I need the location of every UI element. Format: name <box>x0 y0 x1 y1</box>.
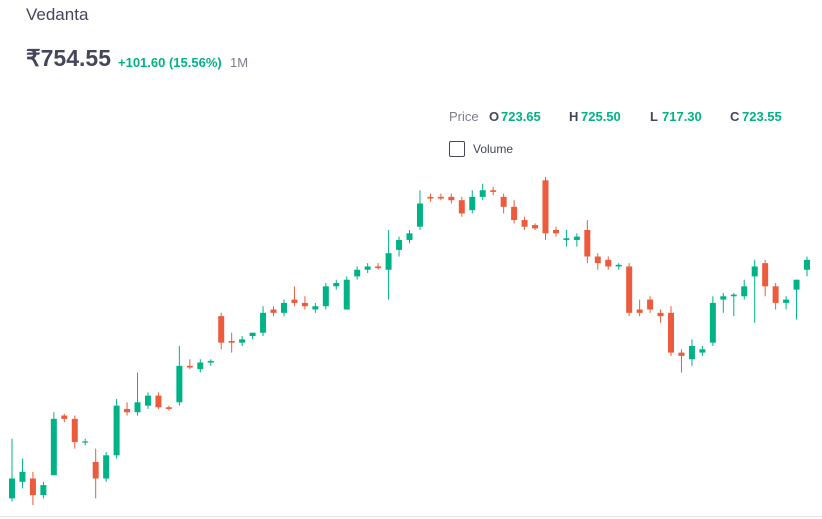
candle-body <box>40 485 47 496</box>
candle-body <box>71 418 78 443</box>
candle-body <box>312 306 319 310</box>
candle-body <box>668 312 675 353</box>
candle-body <box>103 455 110 479</box>
candle-body <box>228 341 235 343</box>
volume-label[interactable]: Volume <box>473 142 514 156</box>
candle-body <box>532 225 539 229</box>
candle-body <box>144 395 151 406</box>
legend-value: 723.65 <box>501 109 541 124</box>
candle-body <box>469 196 476 211</box>
candle-body <box>594 256 601 264</box>
price-change: +101.60 (15.56%) <box>118 55 222 70</box>
candle-body <box>186 365 193 368</box>
candle-body <box>176 365 183 403</box>
candle-body <box>396 239 403 250</box>
candle-body <box>19 471 26 482</box>
candle-body <box>511 206 518 221</box>
candle-body <box>354 269 361 277</box>
legend-key: H <box>569 109 579 124</box>
candle-body <box>134 402 141 413</box>
candle-body <box>61 415 68 419</box>
candle-body <box>793 279 800 290</box>
candle-body <box>804 259 810 270</box>
candle-body <box>605 259 612 267</box>
candle-body <box>490 190 497 192</box>
candle-body <box>458 200 465 214</box>
legend-key: O <box>489 109 500 124</box>
candle-body <box>249 332 256 337</box>
candle-body <box>657 312 664 317</box>
candle-body <box>762 263 769 287</box>
candle-body <box>291 299 298 303</box>
candle-body <box>521 220 528 227</box>
candle-body <box>9 478 15 499</box>
candle-body <box>322 286 329 307</box>
candle-body <box>364 266 371 270</box>
candle-body <box>479 190 486 197</box>
candle-body <box>741 286 748 297</box>
candle-body <box>573 236 580 240</box>
volume-checkbox[interactable] <box>449 141 465 157</box>
candle-body <box>280 302 287 313</box>
candle-body <box>730 294 737 297</box>
candle-body <box>239 339 246 343</box>
candle-body <box>197 362 204 370</box>
candle-body <box>688 345 695 360</box>
candle-body <box>375 266 382 269</box>
legend-value: 725.50 <box>581 109 621 124</box>
candle-body <box>448 196 455 201</box>
legend-label: Price <box>449 109 479 124</box>
candle-body <box>406 233 413 240</box>
candle-body <box>165 407 172 409</box>
candle-body <box>113 405 120 456</box>
candle-body <box>783 299 790 303</box>
candle-body <box>720 296 727 300</box>
candle-body <box>615 264 622 267</box>
candle-body <box>270 309 277 313</box>
stock-name: Vedanta <box>26 5 89 24</box>
legend-value: 717.30 <box>662 109 702 124</box>
candle-body <box>437 196 444 199</box>
candle-body <box>385 253 392 270</box>
candle-body <box>626 266 633 313</box>
legend-key: C <box>730 109 740 124</box>
candle-body <box>260 312 267 333</box>
candle-body <box>333 283 340 287</box>
candle-body <box>584 230 591 257</box>
candle-body <box>218 316 225 343</box>
candle-body <box>699 349 706 353</box>
candle-body <box>29 478 36 496</box>
candle-body <box>92 461 99 479</box>
legend-value: 723.55 <box>742 109 782 124</box>
candle-body <box>647 299 654 310</box>
candle-body <box>301 302 308 307</box>
candle-body <box>563 238 570 240</box>
candle-body <box>427 196 434 199</box>
legend-key: L <box>650 109 658 124</box>
candle-body <box>500 196 507 207</box>
candle-body <box>636 309 643 313</box>
candle-body <box>772 286 779 303</box>
stock-price: ₹754.55 <box>26 45 111 71</box>
candle-body <box>678 352 685 356</box>
candle-body <box>552 230 559 234</box>
candle-body <box>82 441 89 443</box>
period: 1M <box>230 55 249 70</box>
candle-body <box>124 408 131 413</box>
candle-body <box>207 360 214 363</box>
candle-body <box>709 302 716 343</box>
candle-body <box>751 266 758 277</box>
candle-body <box>416 203 423 227</box>
candle-body <box>542 180 549 234</box>
candle-body <box>343 279 350 310</box>
candle-body <box>50 418 57 476</box>
candle-body <box>155 395 162 408</box>
